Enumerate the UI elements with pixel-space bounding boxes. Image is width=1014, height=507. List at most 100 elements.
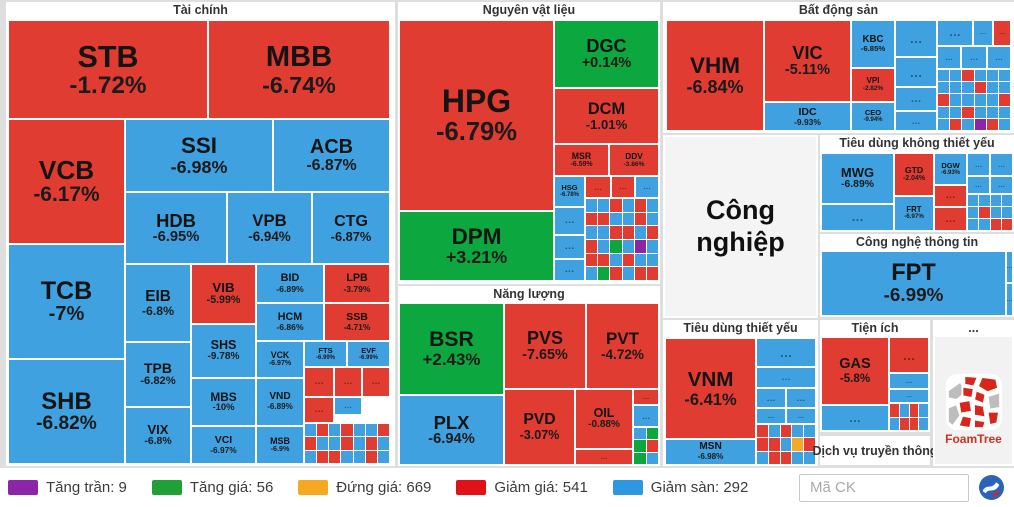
tile-PVT[interactable]: PVT -4.72%	[587, 304, 658, 388]
foamtree-attribution[interactable]: FoamTree	[935, 337, 1012, 464]
tile-VCI[interactable]: VCI -6.97%	[192, 427, 255, 463]
sector-header[interactable]: Tiện ích	[851, 321, 899, 335]
mini-tile-cluster[interactable]	[757, 425, 815, 464]
tile-more[interactable]: …	[335, 398, 361, 414]
tile-more[interactable]: …	[938, 47, 960, 68]
tile-EIB[interactable]: EIB -6.8%	[126, 265, 190, 341]
tile-FRT[interactable]: FRT -6.97%	[895, 197, 933, 230]
tile-more[interactable]: …	[896, 58, 936, 86]
sector-header[interactable]: Công nghệ thông tin	[855, 235, 979, 249]
sector-header[interactable]: Năng lượng	[493, 287, 565, 301]
tile-HPG[interactable]: HPG -6.79%	[400, 21, 553, 210]
tile-DGW[interactable]: DGW -6.93%	[935, 154, 966, 184]
tile-BID[interactable]: BID -6.89%	[257, 265, 323, 302]
tile-MSB[interactable]: MSB -6.9%	[257, 427, 303, 463]
tile-VNM[interactable]: VNM -6.41%	[666, 339, 755, 438]
tile-more[interactable]: …	[896, 112, 936, 130]
tile-MSN[interactable]: MSN -6.98%	[666, 440, 755, 464]
tile-SSB[interactable]: SSB -4.71%	[325, 304, 389, 340]
tile-VND[interactable]: VND -6.89%	[257, 379, 303, 425]
tile-more[interactable]: …	[576, 450, 632, 464]
tile-SHB[interactable]: SHB -6.82%	[9, 360, 124, 463]
sector-header[interactable]: Tiêu dùng không thiết yếu	[839, 136, 995, 150]
tile-more[interactable]: …	[896, 88, 936, 110]
tile-more[interactable]: …	[335, 368, 361, 396]
tile-more[interactable]: …	[555, 236, 584, 258]
tile-MSR[interactable]: MSR -6.59%	[555, 145, 608, 175]
tile-more[interactable]: …	[974, 21, 992, 45]
tile-MBS[interactable]: MBS -10%	[192, 379, 255, 425]
tile-MBB[interactable]: MBB -6.74%	[209, 21, 389, 118]
tile-DCM[interactable]: DCM -1.01%	[555, 89, 658, 143]
tile-more[interactable]: …	[822, 205, 893, 230]
tile-more[interactable]: …	[988, 47, 1010, 68]
tile-HSG[interactable]: HSG -6.78%	[555, 177, 584, 206]
sector-header[interactable]: Dịch vụ truyền thông	[813, 436, 938, 465]
tile-CTG[interactable]: CTG -6.87%	[313, 193, 389, 263]
tile-DDV[interactable]: DDV -3.86%	[610, 145, 658, 175]
tile-more[interactable]: …	[757, 368, 815, 387]
tile-more[interactable]: …	[822, 406, 888, 430]
mini-tile-cluster[interactable]	[968, 195, 1012, 230]
tile-more[interactable]: …	[757, 389, 785, 407]
mini-tile-cluster[interactable]	[305, 424, 389, 463]
tile-VIB[interactable]: VIB -5.99%	[192, 265, 255, 323]
tile-more[interactable]: …	[305, 368, 333, 396]
tile-DPM[interactable]: DPM +3.21%	[400, 212, 553, 280]
tile-KBC[interactable]: KBC -6.85%	[852, 21, 894, 67]
tile-FPT[interactable]: FPT -6.99%	[822, 252, 1005, 315]
tile-DGC[interactable]: DGC +0.14%	[555, 21, 658, 87]
tile-BSR[interactable]: BSR +2.43%	[400, 304, 503, 394]
tile-more[interactable]: …	[612, 177, 634, 197]
sector-header[interactable]: Bất động sản	[798, 3, 879, 17]
tile-more[interactable]: …	[962, 47, 986, 68]
tile-more[interactable]: …	[634, 406, 658, 426]
tile-more[interactable]: …	[1007, 252, 1012, 282]
sector-header[interactable]: ...	[968, 321, 979, 335]
tile-VIC[interactable]: VIC -5.11%	[765, 21, 850, 101]
tile-HCM[interactable]: HCM -6.86%	[257, 304, 323, 340]
tile-TPB[interactable]: TPB -6.82%	[126, 343, 190, 406]
tile-more[interactable]: …	[890, 338, 928, 372]
sector-header[interactable]: Tài chính	[173, 3, 228, 17]
tile-more[interactable]: …	[586, 177, 610, 197]
tile-more[interactable]: …	[994, 21, 1010, 45]
mini-tile-cluster[interactable]	[890, 404, 928, 430]
mini-tile-cluster[interactable]	[586, 199, 658, 280]
tile-OIL[interactable]: OIL -0.88%	[576, 390, 632, 448]
tile-more[interactable]: …	[757, 409, 785, 423]
tile-CEO[interactable]: CEO -9.94%	[852, 103, 894, 130]
mini-tile-cluster[interactable]	[634, 428, 658, 464]
tile-STB[interactable]: STB -1.72%	[9, 21, 207, 118]
tile-more[interactable]: …	[991, 154, 1012, 175]
tile-HDB[interactable]: HDB -6.95%	[126, 193, 226, 263]
tile-more[interactable]: …	[890, 390, 928, 402]
tile-GTD[interactable]: GTD -2.04%	[895, 154, 933, 195]
tile-GAS[interactable]: GAS -5.8%	[822, 338, 888, 404]
tile-FTS[interactable]: FTS -6.99%	[305, 342, 346, 366]
tile-VPI[interactable]: VPI -2.82%	[852, 69, 894, 101]
tile-SHS[interactable]: SHS -9.78%	[192, 325, 255, 377]
tile-VPB[interactable]: VPB -6.94%	[228, 193, 311, 263]
tile-LPB[interactable]: LPB -3.79%	[325, 265, 389, 302]
tile-VIX[interactable]: VIX -6.8%	[126, 408, 190, 463]
sector-header[interactable]: Tiêu dùng thiết yếu	[683, 321, 798, 335]
tile-more[interactable]: …	[555, 260, 584, 280]
tile-more[interactable]: …	[938, 21, 972, 45]
tile-more[interactable]: …	[636, 177, 658, 197]
tile-more[interactable]: …	[896, 21, 936, 56]
mini-tile-cluster[interactable]	[938, 70, 1010, 130]
tile-VHM[interactable]: VHM -6.84%	[667, 21, 763, 130]
tile-ACB[interactable]: ACB -6.87%	[274, 120, 389, 191]
sector-tile[interactable]: Công nghiệp	[665, 137, 816, 316]
tile-more[interactable]: …	[787, 409, 815, 423]
tile-VCB[interactable]: VCB -6.17%	[9, 120, 124, 243]
ticker-search-input[interactable]	[799, 473, 969, 502]
tile-more[interactable]: …	[935, 208, 966, 230]
tile-more[interactable]: …	[968, 177, 989, 193]
tile-PVD[interactable]: PVD -3.07%	[505, 390, 574, 464]
tile-more[interactable]: …	[1007, 284, 1012, 315]
tile-more[interactable]: …	[757, 339, 815, 366]
tile-MWG[interactable]: MWG -6.89%	[822, 154, 893, 203]
tile-more[interactable]: …	[968, 154, 989, 175]
